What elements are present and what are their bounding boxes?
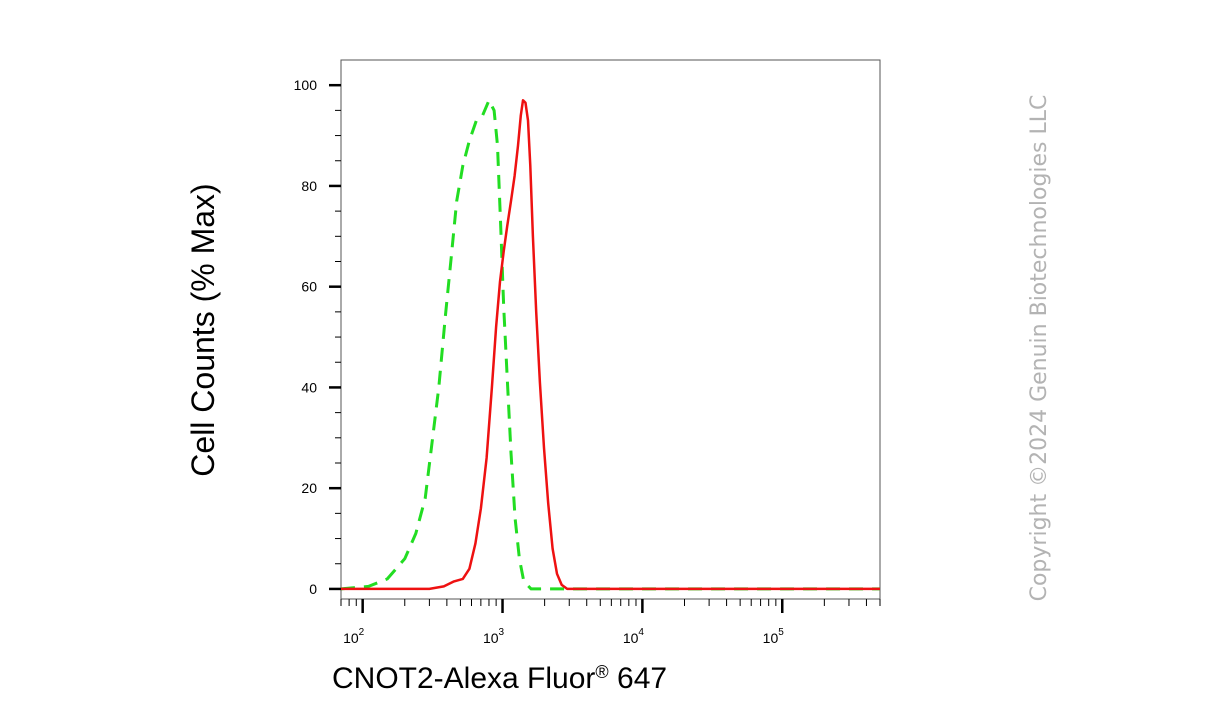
plot-frame — [340, 59, 881, 600]
y-tick-label: 20 — [301, 480, 317, 496]
x-tick-label-exponent: 2 — [359, 627, 365, 638]
x-tick-label-exponent: 4 — [638, 627, 644, 638]
x-tick-label-exponent: 3 — [499, 627, 505, 638]
x-tick-label: 105 — [763, 627, 785, 646]
x-tick-label-base: 10 — [343, 630, 359, 646]
series-line-control — [340, 98, 880, 591]
y-tick-label: 40 — [301, 379, 317, 395]
x-tick-label-base: 10 — [623, 630, 639, 646]
y-axis: 0 20 40 60 80 100 — [294, 77, 341, 597]
x-axis: 102 103 104 105 — [340, 599, 881, 646]
x-axis-title-suffix: 647 — [609, 662, 667, 695]
y-tick-label: 60 — [301, 279, 317, 295]
y-axis-title: Cell Counts (% Max) — [185, 183, 221, 476]
x-tick-label: 102 — [343, 627, 365, 646]
x-tick-label: 104 — [623, 627, 645, 646]
x-tick-label: 103 — [483, 627, 505, 646]
x-tick-label-base: 10 — [763, 630, 779, 646]
series-layer — [340, 98, 880, 591]
x-tick-label-base: 10 — [483, 630, 499, 646]
x-axis-title-main: CNOT2-Alexa Fluor — [332, 662, 595, 695]
series-line-sample — [341, 99, 880, 591]
x-axis-title: CNOT2-Alexa Fluor® 647 — [332, 662, 667, 695]
copyright-notice: Copyright ©2024 Genuin Biotechnologies L… — [1027, 95, 1052, 602]
x-axis-title-mark: ® — [595, 662, 608, 682]
y-tick-label: 100 — [294, 77, 318, 93]
y-tick-label: 0 — [309, 581, 317, 597]
y-tick-label: 80 — [301, 178, 317, 194]
x-tick-label-exponent: 5 — [778, 627, 784, 638]
